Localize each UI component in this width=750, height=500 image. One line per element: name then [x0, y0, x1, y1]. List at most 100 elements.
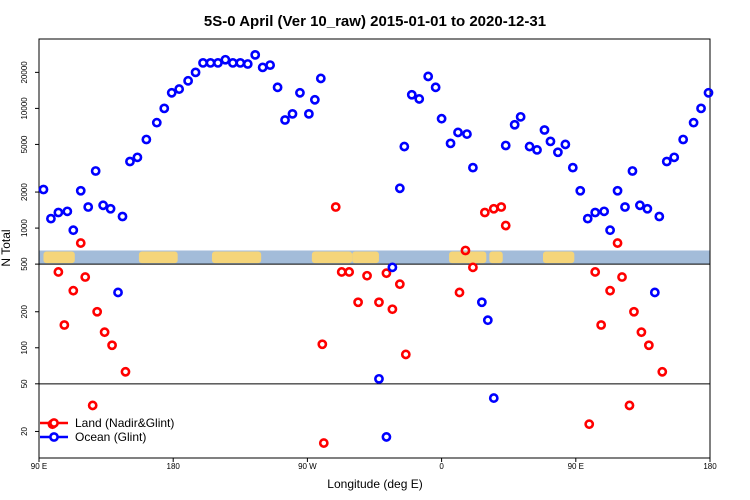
- land-point: [107, 340, 117, 351]
- ocean-point: [38, 184, 49, 195]
- land-point: [612, 238, 623, 248]
- ocean-point: [488, 393, 499, 403]
- ocean-point: [509, 119, 520, 130]
- ocean-point: [151, 117, 162, 128]
- ocean-point: [46, 213, 56, 224]
- land-point: [381, 268, 392, 279]
- land-segment: [311, 251, 353, 264]
- ocean-point: [453, 127, 463, 138]
- ocean-point: [190, 67, 201, 78]
- ocean-point: [90, 166, 101, 176]
- ocean-point: [205, 57, 216, 68]
- ocean-point: [635, 200, 645, 211]
- land-point: [624, 400, 635, 411]
- ocean-point: [560, 139, 571, 150]
- x-axis-label: Longitude (deg E): [327, 477, 422, 491]
- y-tick-label: 1000: [20, 219, 29, 237]
- legend: Land (Nadir&Glint)Ocean (Glint): [40, 416, 174, 444]
- x-tick-label: 90 E: [568, 462, 584, 471]
- legend-marker: [49, 418, 59, 428]
- land-point: [400, 349, 411, 360]
- land-point: [68, 285, 79, 296]
- band: [39, 250, 710, 265]
- ocean-point: [98, 200, 109, 211]
- ocean-point: [553, 147, 563, 158]
- land-point: [362, 270, 372, 281]
- ocean-point: [235, 57, 246, 68]
- ocean-point: [113, 287, 123, 298]
- legend-item: Ocean (Glint): [40, 430, 146, 444]
- y-tick-label: 20000: [20, 61, 29, 84]
- ocean-point: [539, 125, 550, 135]
- land-point: [590, 267, 601, 277]
- land-point: [636, 327, 647, 338]
- ocean-point: [315, 73, 326, 84]
- land-point: [605, 285, 615, 296]
- ocean-point: [567, 162, 578, 173]
- y-tick-label: 100: [20, 341, 29, 355]
- land-segment: [352, 251, 379, 264]
- ocean-point: [272, 82, 283, 93]
- ocean-point: [295, 87, 305, 98]
- legend-label: Land (Nadir&Glint): [75, 416, 174, 430]
- ocean-point: [462, 129, 472, 139]
- land-point: [80, 272, 91, 282]
- plot-frame: [38, 38, 711, 459]
- ocean-point: [183, 75, 194, 86]
- ocean-point: [287, 108, 298, 119]
- y-tick-label: 500: [20, 257, 29, 271]
- ocean-point: [132, 152, 143, 163]
- y-tick-label: 20: [20, 426, 29, 435]
- ocean-point: [174, 84, 185, 94]
- land-point: [317, 339, 328, 350]
- ocean-point: [599, 206, 610, 217]
- ocean-point: [468, 162, 478, 173]
- ocean-point: [654, 211, 665, 222]
- land-point: [92, 306, 103, 317]
- ocean-point: [703, 87, 714, 98]
- land-point: [657, 366, 668, 377]
- y-tick-label: 200: [20, 305, 29, 319]
- land-point: [120, 366, 131, 377]
- x-axis: 90 E 180 90 W 0 90 E 180: [31, 458, 717, 471]
- land-point: [643, 340, 654, 351]
- land-point: [353, 297, 363, 308]
- land-point: [394, 279, 405, 290]
- ocean-point: [612, 185, 623, 196]
- ocean-point: [582, 213, 593, 224]
- ocean-point: [374, 373, 384, 384]
- ocean-point: [532, 145, 542, 155]
- ocean-point: [242, 59, 253, 69]
- x-tick-label: 180: [167, 462, 181, 471]
- ocean-point: [303, 108, 314, 119]
- ocean-point: [83, 202, 94, 212]
- land-point: [479, 207, 490, 218]
- land-point: [460, 245, 471, 256]
- land-segment: [489, 251, 503, 264]
- ocean-point: [627, 166, 638, 176]
- ocean-point: [257, 62, 268, 73]
- land-point: [374, 297, 384, 308]
- legend-label: Ocean (Glint): [75, 430, 146, 444]
- ocean-point: [688, 117, 699, 128]
- ocean-point: [381, 432, 392, 442]
- land-point: [468, 262, 478, 273]
- ocean-point: [476, 297, 487, 308]
- land-point: [330, 202, 341, 212]
- ocean-point: [482, 315, 493, 326]
- ocean-point: [62, 206, 73, 217]
- land-segment: [542, 251, 575, 264]
- land-point: [584, 419, 595, 430]
- land-point: [454, 287, 465, 298]
- ocean-point: [436, 113, 447, 124]
- ocean-point: [642, 203, 653, 214]
- x-tick-label: 90 W: [298, 462, 317, 471]
- ocean-point: [678, 134, 689, 145]
- ocean-point: [524, 141, 535, 152]
- land-point: [596, 320, 607, 330]
- ocean-point: [545, 136, 556, 147]
- y-tick-label: 5000: [20, 135, 29, 153]
- ocean-point: [423, 71, 434, 82]
- land-point: [617, 272, 627, 282]
- ocean-point: [661, 156, 672, 167]
